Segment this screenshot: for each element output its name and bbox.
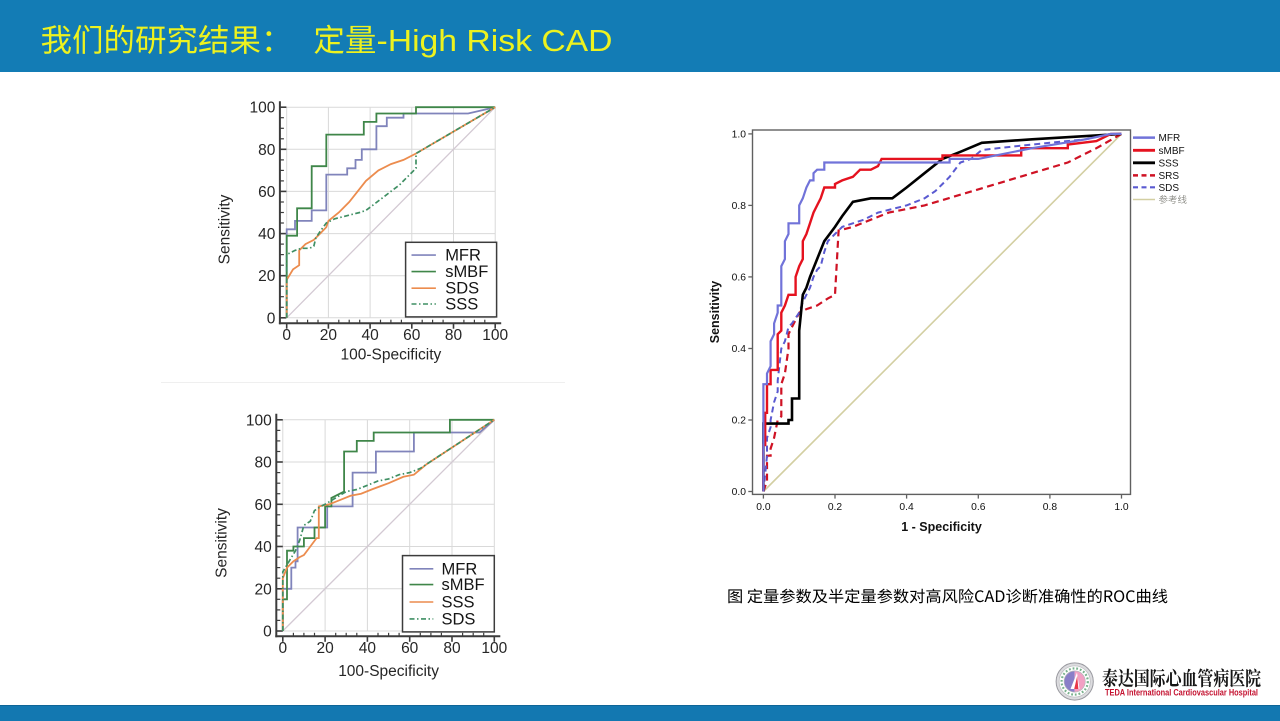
svg-text:0.0: 0.0 (732, 487, 747, 498)
svg-text:SDS: SDS (442, 610, 476, 628)
svg-text:SSS: SSS (442, 594, 475, 612)
svg-text:0: 0 (278, 640, 287, 657)
svg-text:0.8: 0.8 (732, 201, 747, 212)
svg-text:40: 40 (361, 327, 379, 344)
svg-text:TEDA International Cardiovascu: TEDA International Cardiovascular Hospit… (1105, 688, 1258, 699)
svg-text:0.4: 0.4 (899, 502, 914, 513)
svg-text:80: 80 (445, 327, 463, 344)
svg-text:0.4: 0.4 (732, 344, 747, 355)
svg-text:60: 60 (401, 640, 419, 657)
svg-text:80: 80 (255, 455, 273, 472)
svg-text:100: 100 (246, 412, 272, 429)
svg-text:100-Specificity: 100-Specificity (338, 663, 439, 680)
svg-text:20: 20 (316, 640, 334, 657)
svg-text:MFR: MFR (442, 560, 478, 578)
svg-text:20: 20 (320, 327, 338, 344)
svg-text:1.0: 1.0 (732, 129, 747, 140)
svg-text:1.0: 1.0 (1114, 502, 1129, 513)
svg-text:SSS: SSS (445, 296, 478, 314)
svg-text:SDS: SDS (445, 280, 479, 298)
svg-text:-High Risk CAD: -High Risk CAD (377, 23, 613, 58)
svg-text:Sensitivity: Sensitivity (214, 508, 231, 578)
svg-text:80: 80 (258, 142, 276, 159)
svg-text:100: 100 (481, 640, 507, 657)
svg-text:0.6: 0.6 (732, 272, 747, 283)
svg-text:0.2: 0.2 (732, 416, 747, 427)
svg-text:0: 0 (267, 310, 276, 327)
svg-text:100: 100 (250, 100, 276, 117)
svg-text:40: 40 (359, 640, 377, 657)
svg-text:0.2: 0.2 (828, 502, 843, 513)
svg-text:60: 60 (258, 184, 276, 201)
svg-text:80: 80 (443, 640, 461, 657)
svg-text:sMBF: sMBF (442, 576, 485, 594)
svg-text:60: 60 (255, 497, 273, 514)
svg-text:60: 60 (403, 327, 421, 344)
svg-text:SDS: SDS (1159, 183, 1180, 194)
svg-text:0: 0 (263, 624, 272, 641)
svg-text:0.6: 0.6 (971, 502, 986, 513)
svg-text:0.8: 0.8 (1043, 502, 1058, 513)
svg-text:MFR: MFR (1159, 133, 1181, 144)
svg-text:sMBF: sMBF (1159, 146, 1185, 157)
svg-text:Sensitivity: Sensitivity (708, 281, 722, 344)
svg-text:100-Specificity: 100-Specificity (341, 347, 442, 364)
svg-text:MFR: MFR (445, 247, 481, 265)
svg-text:20: 20 (258, 268, 276, 285)
svg-text:sMBF: sMBF (445, 263, 488, 281)
svg-text:20: 20 (255, 581, 273, 598)
svg-text:40: 40 (255, 539, 273, 556)
svg-text:SRS: SRS (1159, 171, 1180, 182)
svg-text:Sensitivity: Sensitivity (217, 194, 234, 264)
svg-text:0: 0 (282, 327, 291, 344)
svg-text:SSS: SSS (1159, 158, 1179, 169)
svg-text:100: 100 (482, 327, 508, 344)
svg-text:1 - Specificity: 1 - Specificity (901, 520, 982, 534)
svg-text:0.0: 0.0 (756, 502, 771, 513)
svg-text:40: 40 (258, 226, 276, 243)
